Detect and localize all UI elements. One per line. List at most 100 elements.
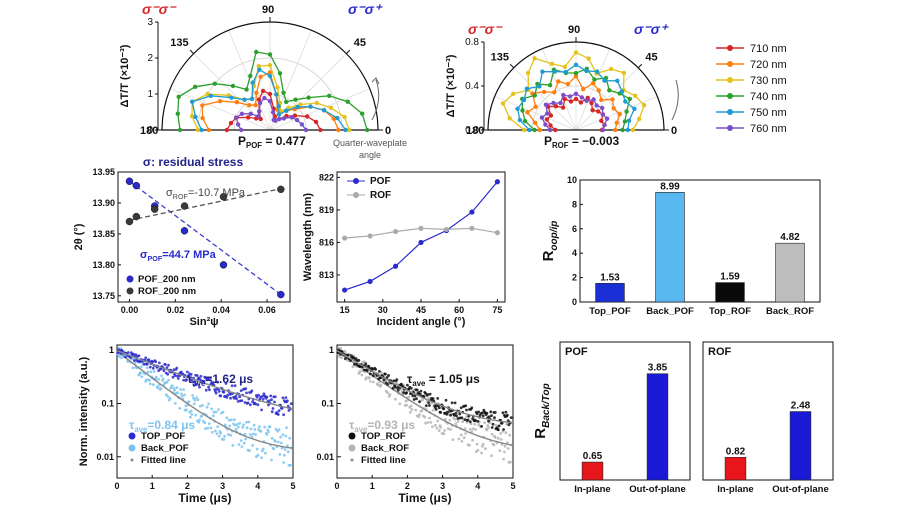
decay-rof-data-point — [460, 416, 464, 420]
decay-rof-data-point — [509, 460, 512, 464]
polar-rof-series-point — [533, 104, 538, 109]
polar-rof-series-point — [543, 102, 549, 107]
polar-rof-series-point — [521, 97, 527, 103]
decay-pof-data-point — [271, 407, 275, 410]
polar-rof-series-point — [596, 88, 601, 93]
polar-rof-r-tick-label: 0.4 — [465, 81, 479, 92]
polar-rof-grid-spoke — [575, 67, 639, 131]
back-top-rof-category-label: Out-of-plane — [772, 484, 828, 495]
polar-rof-series-point — [590, 81, 596, 86]
decay-rof-data-point — [449, 428, 452, 431]
decay-pof-data-point — [193, 398, 197, 402]
decay-pof-data-point — [258, 425, 261, 428]
decay-pof-data-point — [240, 399, 244, 402]
decay-rof-data-point — [339, 346, 343, 350]
oop-ratio-plot-frame — [579, 179, 821, 303]
decay-pof-data-point — [206, 426, 210, 430]
polar-pof-series-point — [212, 81, 217, 86]
decay-pof-data-point — [255, 447, 259, 451]
decay-rof-data-point — [459, 406, 463, 410]
decay-rof-data-point — [387, 374, 390, 377]
polar-rof-series-point — [545, 111, 550, 116]
decay-pof-legend-marker — [128, 444, 136, 452]
decay-pof-data-point — [279, 435, 282, 439]
polar-pof-series-point — [308, 104, 313, 109]
decay-pof-y-tick-label: 1 — [109, 345, 114, 355]
decay-pof-data-point — [148, 365, 152, 369]
decay-pof-data-point — [227, 418, 231, 422]
decay-pof-data-point — [219, 431, 223, 435]
polar-rof-series-point — [615, 78, 620, 84]
polar-pof-series-point — [257, 109, 262, 114]
decay-rof-data-point — [484, 447, 487, 451]
quarter-waveplate-label: angle — [359, 150, 381, 160]
polar-rof-angle-label: 135 — [491, 52, 509, 64]
polar-pof-series-point — [327, 93, 332, 99]
decay-pof-data-point — [176, 374, 180, 378]
decay-rof-data-point — [385, 376, 389, 379]
decay-pof-data-point — [170, 384, 174, 387]
legend-entry: 750 nm — [750, 107, 787, 119]
decay-rof-data-point — [456, 420, 460, 423]
decay-pof-legend-marker — [128, 432, 136, 440]
wavelength-x-tick-label: 45 — [416, 305, 426, 315]
decay-rof-data-point — [368, 380, 372, 383]
decay-rof-data-point — [453, 418, 457, 421]
polar-rof-series-point — [600, 127, 606, 133]
back-top-rof-bar — [724, 457, 747, 481]
decay-rof-data-point — [474, 428, 477, 431]
decay-pof-data-point — [198, 385, 201, 389]
decay-pof-data-point — [226, 433, 230, 436]
decay-pof-data-point — [129, 356, 133, 360]
polar-pof-series-point — [193, 84, 198, 90]
polar-pof-series-point — [239, 127, 244, 133]
polar-pof-series-point — [235, 122, 241, 127]
decay-rof-data-point — [455, 414, 458, 418]
decay-pof-data-point — [175, 366, 179, 370]
polar-pof-corner-right: σ⁻σ⁺ — [348, 1, 383, 17]
decay-pof-data-point — [280, 407, 284, 410]
decay-pof-data-point — [224, 382, 228, 385]
decay-rof-data-point — [386, 391, 390, 395]
decay-pof-data-point — [171, 375, 175, 379]
decay-pof-data-point — [166, 395, 170, 398]
polar-rof-series-point — [573, 70, 579, 76]
decay-rof-data-point — [442, 432, 446, 436]
decay-pof-data-point — [126, 351, 130, 354]
decay-pof-data-point — [273, 400, 276, 404]
decay-pof-data-point — [185, 408, 189, 412]
decay-rof-data-point — [395, 378, 399, 381]
decay-rof-data-point — [500, 421, 504, 425]
decay-rof-data-point — [461, 420, 465, 424]
decay-rof-data-point — [464, 404, 468, 408]
decay-pof-data-point — [281, 433, 285, 437]
decay-pof-data-point — [204, 388, 208, 392]
oop-ratio-bar — [655, 192, 685, 303]
stress-point-pof — [219, 261, 228, 269]
decay-rof-data-point — [367, 364, 371, 368]
decay-rof-data-point — [437, 429, 441, 432]
decay-rof-data-point — [352, 356, 355, 360]
decay-pof-data-point — [205, 405, 209, 409]
decay-pof-data-point — [236, 423, 239, 426]
decay-pof-data-point — [162, 369, 166, 373]
decay-rof-x-tick-label: 2 — [405, 481, 410, 491]
decay-pof-data-point — [175, 386, 179, 390]
polar-rof-series-point — [617, 111, 622, 117]
decay-pof-data-point — [251, 444, 255, 447]
decay-rof-data-point — [380, 371, 383, 374]
polar-rof-series-point — [567, 94, 573, 99]
decay-pof-data-point — [145, 378, 148, 382]
decay-pof-data-point — [274, 427, 278, 431]
back-top-pof-bar — [581, 461, 604, 481]
polar-rof-series-point — [591, 97, 596, 102]
decay-rof-data-point — [465, 408, 468, 412]
decay-pof-data-point — [217, 408, 220, 411]
decay-rof-data-point — [451, 438, 455, 441]
decay-pof-data-point — [260, 408, 263, 412]
decay-rof-data-point — [454, 422, 458, 426]
decay-rof-data-point — [368, 372, 372, 376]
polar-pof-series-point — [274, 92, 279, 97]
decay-pof-data-point — [248, 433, 252, 436]
polar-rof-grid-spoke — [513, 67, 577, 131]
